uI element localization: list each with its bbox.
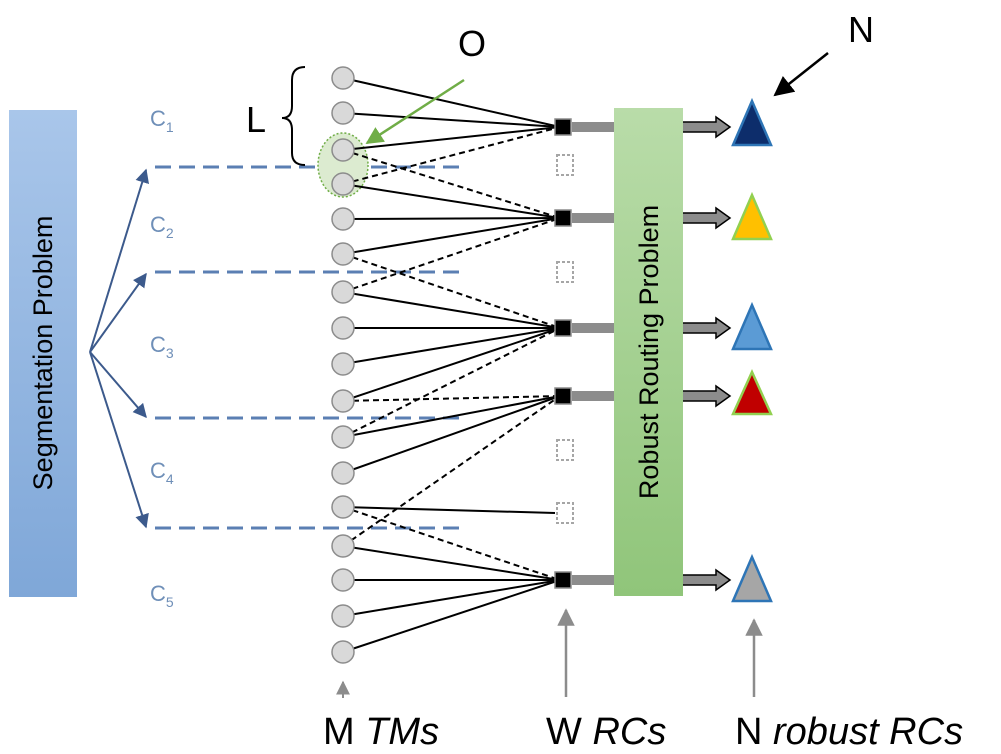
segmentation-problem-box: Segmentation Problem (9, 110, 77, 597)
tm-node (331, 461, 355, 485)
tm-node (331, 495, 355, 519)
tm-rc-edges (342, 77, 561, 653)
bottom-pointers (336, 608, 763, 698)
rc-node (554, 118, 572, 136)
tm-node (331, 316, 355, 340)
o-annotation: O (365, 23, 486, 145)
rc-node (554, 387, 572, 405)
tm-node (331, 352, 355, 376)
tms-label: M TMs (323, 711, 439, 753)
tm-node (331, 172, 355, 196)
robust-rc-triangles (731, 97, 773, 603)
cluster-label-c5: C5 (150, 581, 174, 610)
rc-node-unused (556, 154, 574, 176)
cluster-separators (155, 165, 460, 530)
tm-node (331, 640, 355, 664)
robust-rcs-label: N robust RCs (735, 711, 963, 753)
rc-node-unused (556, 502, 574, 524)
cluster-label-c4: C4 (150, 458, 174, 487)
rc-node (554, 571, 572, 589)
rc-node (554, 209, 572, 227)
l-label: L (246, 99, 266, 140)
cluster-label-c3: C3 (150, 332, 174, 361)
rc-node-unused (556, 439, 574, 461)
rc-nodes (554, 118, 574, 589)
tm-node (331, 604, 355, 628)
triangle-gray (731, 553, 773, 603)
triangle-dark-blue (731, 97, 773, 147)
cluster-labels: C1 C2 C3 C4 C5 (150, 106, 174, 610)
robust-routing-label: Robust Routing Problem (634, 205, 664, 499)
rcs-label: W RCs (546, 711, 666, 753)
triangle-red (731, 368, 773, 416)
tm-node (331, 534, 355, 558)
tm-node (331, 207, 355, 231)
tm-node (331, 280, 355, 304)
flow-arrows (572, 115, 732, 592)
segmentation-arrows (89, 168, 149, 529)
rc-node-unused (556, 261, 574, 283)
n-annotation: N (773, 9, 874, 97)
o-label: O (458, 23, 486, 64)
tm-node (331, 242, 355, 266)
tm-node (331, 568, 355, 592)
n-label: N (848, 9, 874, 50)
triangle-yellow (731, 191, 773, 241)
tm-nodes (331, 66, 355, 664)
tm-node (331, 389, 355, 413)
rc-node (554, 319, 572, 337)
l-brace: L (246, 66, 306, 166)
tm-node (331, 138, 355, 162)
cluster-label-c1: C1 (150, 106, 174, 135)
triangle-light-blue (731, 301, 773, 351)
cluster-label-c2: C2 (150, 212, 174, 241)
tm-node (331, 425, 355, 449)
tm-node (331, 101, 355, 125)
segmentation-problem-label: Segmentation Problem (28, 216, 58, 491)
robust-routing-box: Robust Routing Problem (614, 108, 683, 596)
tm-node (331, 66, 355, 90)
